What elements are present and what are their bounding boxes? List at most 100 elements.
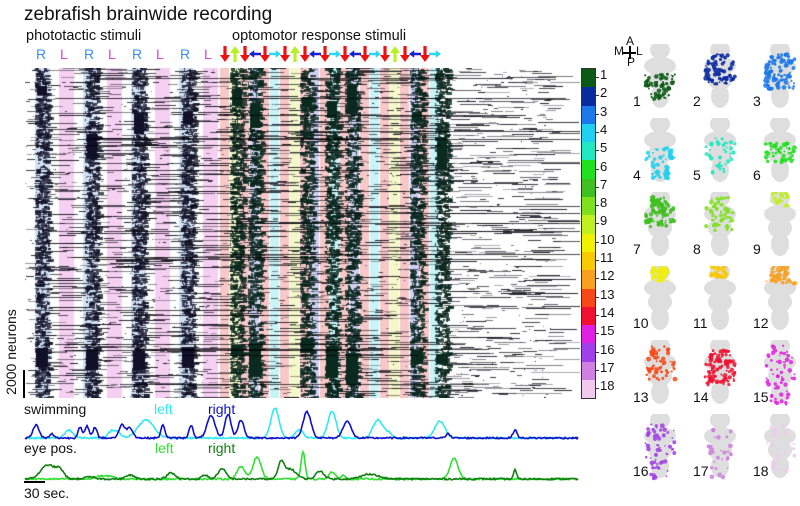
neurons-scale-bar: [23, 370, 25, 398]
brain-map-label-5: 5: [693, 167, 701, 183]
colorbar-label-11: 11: [600, 250, 614, 265]
time-scale-bar: [24, 481, 45, 483]
colorbar-swatch-7: [582, 178, 595, 198]
arrow-up-icon: [290, 46, 300, 62]
brain-map-7: [643, 192, 677, 256]
colorbar-tick: [595, 369, 599, 371]
colorbar-swatch-9: [582, 215, 595, 234]
colorbar-tick: [595, 388, 599, 390]
brain-map-11: [704, 266, 736, 330]
phototactic-label-6: L: [156, 46, 164, 62]
phototactic-label-7: R: [180, 46, 191, 62]
anterior-label: A: [626, 34, 635, 48]
phototactic-label-3: R: [84, 46, 95, 62]
brain-map-9: [764, 192, 796, 256]
brain-map-label-18: 18: [753, 463, 769, 479]
brain-map-1: [643, 44, 676, 108]
phototactic-label-2: L: [60, 46, 68, 62]
brain-map-14: [703, 340, 737, 404]
arrow-down-icon: [340, 46, 350, 62]
swimming-right-label: right: [208, 401, 236, 417]
arrow-down-icon: [240, 46, 250, 62]
colorbar-tick: [595, 150, 599, 152]
phototactic-label-4: L: [108, 46, 116, 62]
colorbar-tick: [595, 333, 599, 335]
swimming-left-label: left: [154, 401, 173, 417]
brain-map-label-17: 17: [693, 463, 709, 479]
colorbar-label-1: 1: [600, 67, 608, 82]
brain-map-label-2: 2: [693, 93, 701, 109]
colorbar-label-16: 16: [600, 341, 615, 357]
brain-map-6: [763, 118, 797, 182]
arrow-right-icon: [429, 50, 441, 58]
arrow-right-icon: [269, 50, 281, 58]
colorbar-label-3: 3: [600, 103, 608, 119]
colorbar-label-8: 8: [600, 195, 608, 211]
colorbar-label-6: 6: [600, 158, 608, 174]
brain-map-label-1: 1: [633, 93, 641, 109]
optomotor-arrows: [220, 46, 441, 62]
arrow-left-icon: [249, 50, 261, 58]
colorbar-tick: [595, 241, 599, 243]
colorbar-tick: [595, 278, 599, 280]
colorbar-swatch-4: [582, 123, 595, 143]
neuron-raster-heatmap: [25, 68, 580, 398]
colorbar-swatch-17: [582, 361, 595, 381]
arrow-down-icon: [220, 46, 230, 62]
brain-map-label-14: 14: [693, 389, 709, 405]
colorbar-tick: [595, 131, 599, 133]
arrow-right-icon: [329, 50, 341, 58]
colorbar-swatch-15: [582, 325, 595, 344]
colorbar-swatch-18: [582, 380, 595, 399]
swimming-left-trace: [24, 407, 579, 441]
brain-map-5: [704, 118, 737, 182]
colorbar-swatch-3: [582, 105, 595, 124]
colorbar-tick: [595, 223, 599, 225]
colorbar-swatch-14: [582, 306, 595, 326]
colorbar-label-2: 2: [600, 85, 608, 101]
brain-map-label-8: 8: [693, 241, 701, 257]
colorbar-swatch-12: [582, 270, 595, 289]
brain-map-label-11: 11: [693, 315, 708, 331]
phototactic-label-8: L: [204, 46, 212, 62]
phototactic-heading: phototactic stimuli: [26, 28, 142, 44]
colorbar-swatch-13: [582, 288, 595, 307]
arrow-down-icon: [400, 46, 410, 62]
colorbar-label-7: 7: [600, 176, 608, 192]
brain-map-10: [644, 266, 676, 330]
arrow-right-icon: [369, 50, 381, 58]
brain-map-13: [644, 340, 678, 404]
arrow-left-icon: [409, 50, 421, 58]
brain-map-4: [644, 118, 676, 182]
colorbar-tick: [595, 77, 599, 78]
colorbar-label-10: 10: [600, 231, 615, 247]
brain-map-label-13: 13: [633, 389, 649, 405]
brain-map-18: [764, 414, 797, 478]
brain-map-17: [704, 414, 736, 480]
arrow-up-icon: [230, 46, 240, 62]
arrow-down-icon: [280, 46, 290, 62]
colorbar-label-4: 4: [600, 121, 608, 137]
colorbar-swatch-5: [582, 142, 595, 161]
eye-left-trace: [24, 449, 579, 482]
brain-map-label-3: 3: [753, 93, 761, 109]
colorbar-swatch-2: [582, 87, 595, 106]
figure-title: zebrafish brainwide recording: [24, 4, 273, 25]
brain-map-2: [703, 44, 737, 108]
arrow-up-icon: [390, 46, 400, 62]
swimming-right-trace: [24, 410, 579, 441]
compass-cross-v: [629, 46, 631, 59]
swimming-label: swimming: [24, 401, 87, 417]
behavior-traces: [24, 407, 579, 482]
phototactic-label-1: R: [36, 46, 47, 62]
colorbar-tick: [595, 186, 599, 188]
colorbar-swatch-16: [582, 343, 595, 362]
colorbar-label-14: 14: [600, 304, 615, 320]
colorbar-label-15: 15: [600, 323, 615, 339]
arrow-left-icon: [309, 50, 321, 58]
colorbar-label-13: 13: [600, 286, 615, 302]
colorbar-label-5: 5: [600, 140, 608, 156]
arrow-down-icon: [320, 46, 330, 62]
brain-map-label-16: 16: [633, 463, 649, 479]
